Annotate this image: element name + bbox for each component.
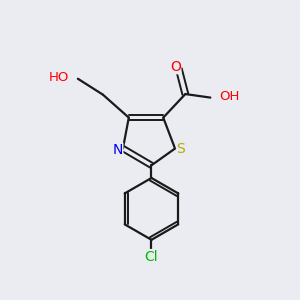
Text: HO: HO [49, 71, 70, 84]
Text: Cl: Cl [145, 250, 158, 264]
Text: O: O [170, 60, 181, 74]
Text: S: S [176, 142, 185, 155]
Text: OH: OH [219, 90, 240, 103]
Text: N: N [112, 143, 123, 157]
